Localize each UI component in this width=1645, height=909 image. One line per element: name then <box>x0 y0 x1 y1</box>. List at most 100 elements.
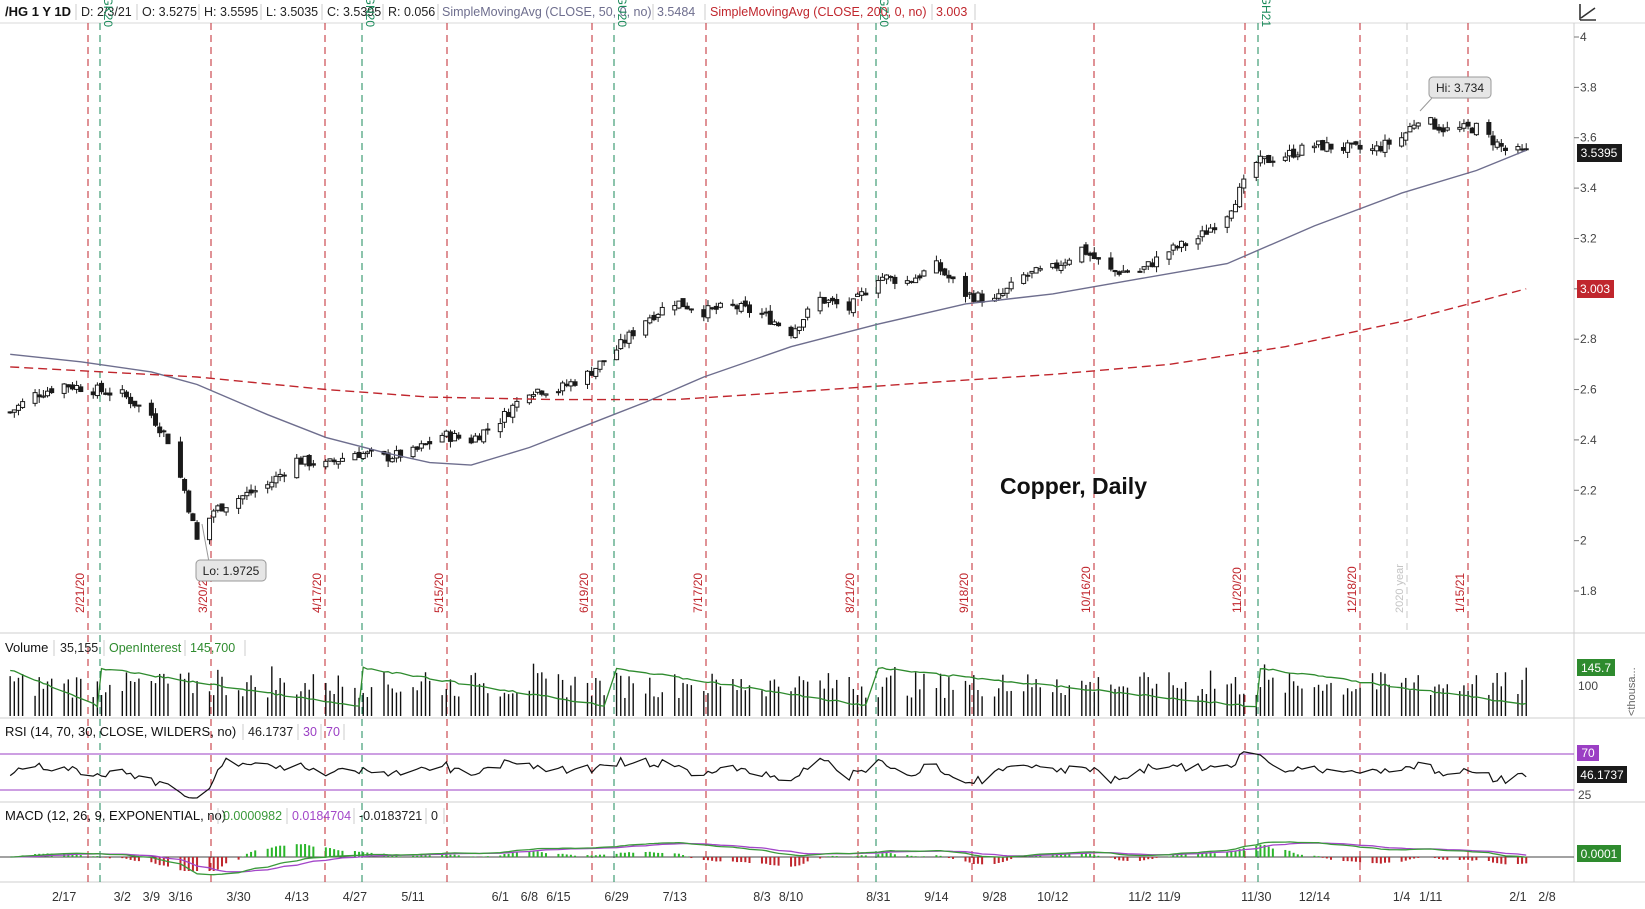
candle-body <box>759 312 765 315</box>
x-tick-label: 1/11 <box>1419 890 1442 904</box>
event-label-7/17/20: 7/17/20 <box>691 573 705 613</box>
sma200-value: 3.003 <box>936 5 967 19</box>
candle-body <box>506 411 512 418</box>
candle-body <box>593 367 599 377</box>
candle-body <box>738 303 744 312</box>
candle-body <box>215 505 221 511</box>
candle-body <box>1237 186 1243 208</box>
candle-body <box>543 393 549 396</box>
candle-body <box>477 435 483 441</box>
candle-body <box>1095 257 1101 260</box>
candle-body <box>20 401 26 408</box>
candle-body <box>418 443 424 449</box>
candle-body <box>443 430 449 437</box>
x-tick-label: 2/8 <box>1538 890 1555 904</box>
candle-body <box>1282 156 1288 161</box>
oi-legend[interactable]: OpenInterest <box>109 641 182 655</box>
candle-body <box>207 517 213 541</box>
candle-body <box>1137 270 1143 273</box>
symbol-label[interactable]: /HG 1 Y 1D <box>5 4 71 19</box>
candle-body <box>1311 145 1317 149</box>
event-label-/HGZ20: /HGZ20 <box>877 0 891 27</box>
candle-body <box>153 413 159 426</box>
candle-body <box>389 458 395 463</box>
candle-body <box>1241 178 1247 189</box>
candle-body <box>946 274 952 279</box>
event-label-12/18/20: 12/18/20 <box>1345 566 1359 613</box>
candle-body <box>1498 143 1504 147</box>
sma200-line[interactable] <box>10 288 1527 401</box>
candle-body <box>846 301 852 311</box>
open-label: O: 3.5275 <box>142 5 197 19</box>
candle-body <box>335 461 341 465</box>
candle-body <box>1054 262 1060 269</box>
candle-body <box>908 280 914 284</box>
candle-body <box>717 302 723 308</box>
candle-body <box>1432 118 1438 130</box>
candle-body <box>1266 155 1272 164</box>
x-tick-label: 2/1 <box>1509 890 1526 904</box>
candle-body <box>788 326 794 337</box>
candle-body <box>962 275 968 297</box>
sma50-legend[interactable]: SimpleMovingAvg (CLOSE, 50, 0, no) <box>442 5 652 19</box>
x-tick-label: 11/2 <box>1128 890 1151 904</box>
candle-body <box>331 459 337 463</box>
macd-badge-label: 0.0001 <box>1581 847 1618 861</box>
candle-body <box>364 451 370 455</box>
candle-body <box>269 481 275 488</box>
candle-body <box>572 381 578 386</box>
macd-title[interactable]: MACD (12, 26, 9, EXPONENTIAL, no) <box>5 808 226 823</box>
volume-panel-header: Volume 35,155 OpenInterest 145,700 <box>5 640 246 656</box>
candle-body <box>1324 142 1330 152</box>
rsi-title[interactable]: RSI (14, 70, 30, CLOSE, WILDERS, no) <box>5 724 236 739</box>
candle-body <box>1058 264 1064 271</box>
candle-body <box>165 433 171 445</box>
chart-annotation: Copper, Daily <box>1000 473 1147 499</box>
candle-body <box>622 339 628 344</box>
chart-collapse-icon[interactable] <box>1579 4 1596 21</box>
volume-value: 35,155 <box>60 641 98 655</box>
candle-body <box>1050 263 1056 268</box>
candle-body <box>933 260 939 274</box>
candle-body <box>747 304 753 314</box>
candle-body <box>15 404 21 411</box>
candle-body <box>452 432 458 442</box>
candle-body <box>123 391 129 398</box>
candle-body <box>1212 227 1218 231</box>
sma50-line[interactable] <box>10 149 1527 466</box>
macd-value-line[interactable] <box>10 841 1527 876</box>
candle-body <box>564 383 570 387</box>
candle-body <box>186 490 192 513</box>
rsi-value-badge-label: 46.1737 <box>1580 768 1624 782</box>
candle-body <box>560 382 566 392</box>
candle-body <box>45 390 51 397</box>
rsi-line[interactable] <box>9 751 1527 799</box>
candle-body <box>1523 148 1529 151</box>
candle-body <box>1141 266 1147 270</box>
candle-body <box>1178 240 1184 248</box>
candle-body <box>1262 156 1268 160</box>
x-tick-label: 8/3 <box>753 890 770 904</box>
x-tick-label: 4/13 <box>285 890 309 904</box>
candle-body <box>410 446 416 458</box>
sma50-value: 3.5484 <box>657 5 695 19</box>
candle-body <box>11 409 17 413</box>
candle-body <box>1008 281 1014 290</box>
x-tick-label: 6/8 <box>521 890 538 904</box>
x-tick-label: 3/2 <box>114 890 131 904</box>
candle-body <box>69 384 75 390</box>
macd-panel-header: MACD (12, 26, 9, EXPONENTIAL, no) 0.0000… <box>5 808 445 824</box>
sma200-legend[interactable]: SimpleMovingAvg (CLOSE, 200, 0, no) <box>710 5 927 19</box>
candle-body <box>32 392 38 404</box>
oi-badge-label: 145.7 <box>1581 661 1611 675</box>
candle-body <box>938 262 944 272</box>
volume-title[interactable]: Volume <box>5 640 48 655</box>
open-interest-line[interactable] <box>10 666 1527 709</box>
candle-body <box>447 431 453 442</box>
candle-body <box>597 360 603 370</box>
candle-body <box>1000 292 1006 296</box>
macd-avg-line[interactable] <box>10 842 1527 873</box>
high-label: H: 3.5595 <box>204 5 258 19</box>
candle-body <box>1087 252 1093 256</box>
